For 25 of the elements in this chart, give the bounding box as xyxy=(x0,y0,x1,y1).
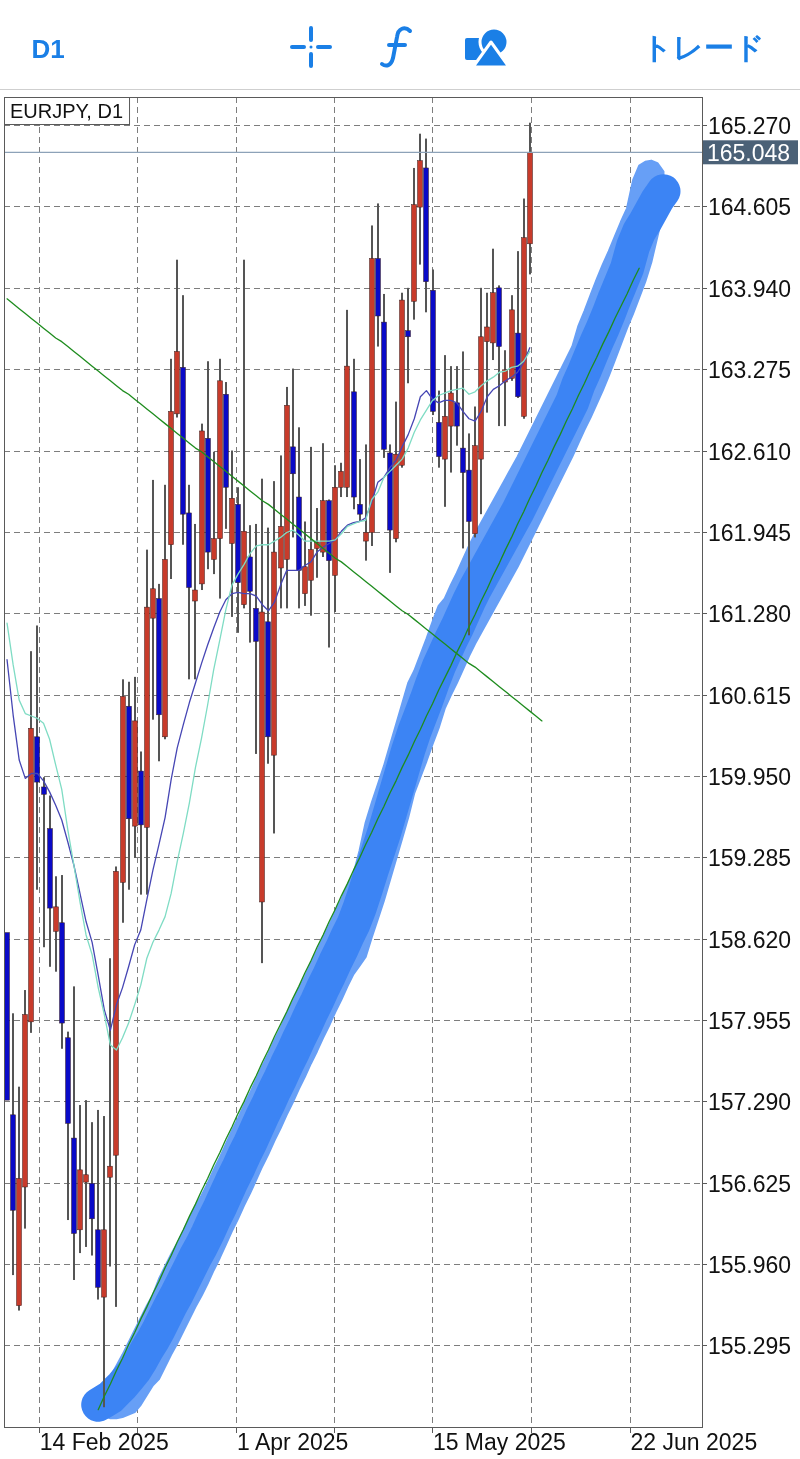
y-tick-label: 157.955 xyxy=(708,1008,792,1034)
ref-line-label: 165.048 xyxy=(707,139,791,166)
y-tick-label: 162.610 xyxy=(708,439,792,465)
x-tick-label: 1 Apr 2025 xyxy=(237,1429,349,1455)
title: EURJPY, D1 xyxy=(4,97,130,125)
y-tick-label: 163.940 xyxy=(708,276,792,302)
y-tick-label: 156.625 xyxy=(708,1171,792,1197)
y-tick-label: 159.950 xyxy=(708,764,792,790)
y-tick-label: 159.285 xyxy=(708,845,792,871)
y-tick-label: 160.615 xyxy=(708,683,792,709)
chart-title: EURJPY, D1 xyxy=(10,100,124,122)
text: D1 xyxy=(31,34,65,64)
y-tick-label: 161.945 xyxy=(708,520,792,546)
text: トレード xyxy=(641,30,765,65)
y-tick-label: 155.960 xyxy=(708,1252,792,1278)
x-tick-label: 22 Jun 2025 xyxy=(630,1429,758,1455)
y-tick-label: 157.290 xyxy=(708,1089,792,1115)
y-tick-label: 163.275 xyxy=(708,357,792,383)
y-tick-label: 161.280 xyxy=(708,601,792,627)
x-tick-label: 14 Feb 2025 xyxy=(39,1429,169,1455)
y-tick-label: 165.270 xyxy=(708,113,792,139)
y-tick-label: 164.605 xyxy=(708,194,792,220)
y-tick-label: 158.620 xyxy=(708,927,792,953)
y-tick-label: 155.295 xyxy=(708,1333,792,1359)
x-tick-label: 15 May 2025 xyxy=(432,1429,566,1455)
